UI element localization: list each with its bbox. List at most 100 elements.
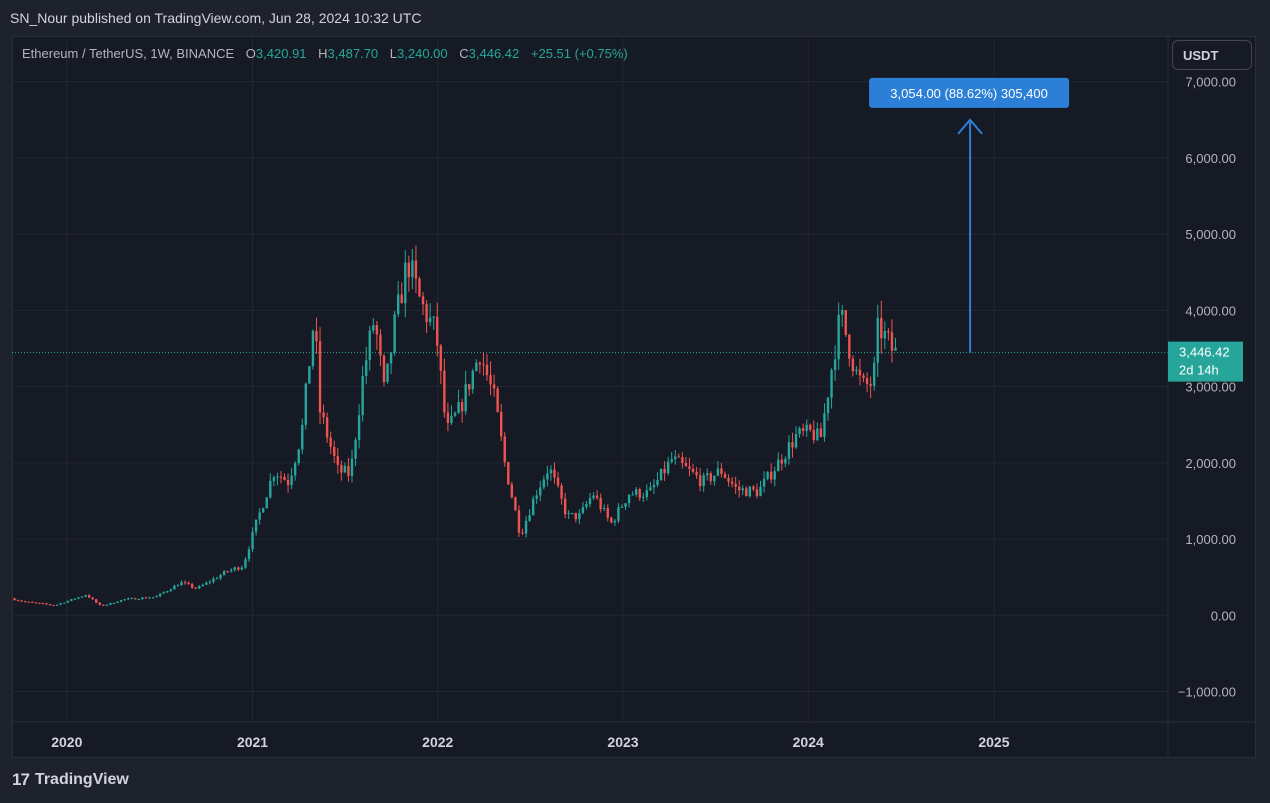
candle-body	[805, 424, 808, 431]
y-axis: 7,000.00 6,000.00 5,000.00 4,000.00 3,000.00…	[1167, 36, 1236, 758]
candle-body	[127, 598, 130, 600]
candle-body	[261, 508, 265, 513]
candle-body	[499, 411, 503, 437]
y-tick-label: −1,000.00	[1178, 685, 1236, 700]
candle-body	[240, 567, 244, 570]
y-tick-label: 3,000.00	[1185, 380, 1236, 395]
candle-body	[205, 582, 208, 585]
candle-body	[158, 593, 162, 597]
candle-body	[361, 376, 364, 416]
candle-body	[340, 464, 343, 473]
last-price-tag: 3,446.42 2d 14h	[1168, 341, 1243, 382]
candle-body	[293, 463, 297, 476]
candle-body	[372, 325, 375, 331]
candle-body	[425, 304, 428, 323]
candle-body	[112, 602, 116, 604]
candle-body	[631, 494, 634, 496]
candle-body	[198, 586, 201, 589]
candle-body	[34, 602, 38, 604]
tradingview-brand: TradingView	[34, 771, 129, 788]
candle-body	[443, 370, 446, 413]
candle-body	[55, 604, 59, 606]
candle-body	[382, 355, 386, 382]
candle-body	[752, 486, 755, 490]
measure-label-box	[869, 77, 1070, 108]
candles-layer	[13, 245, 897, 607]
candle-body	[823, 413, 826, 438]
candle-body	[581, 507, 585, 514]
y-tick-label: 1,000.00	[1185, 532, 1236, 547]
candle-body	[134, 598, 137, 600]
chart-grid	[12, 36, 1168, 722]
candle-body	[674, 456, 677, 460]
candle-body	[578, 513, 581, 520]
candle-body	[73, 598, 77, 600]
candle-body	[478, 362, 482, 365]
candle-body	[428, 317, 432, 323]
candle-body	[482, 364, 485, 366]
y-tick-label: 7,000.00	[1185, 75, 1236, 90]
candle-body	[254, 519, 258, 532]
candle-body	[659, 468, 663, 481]
candle-body	[16, 600, 20, 602]
candle-body	[237, 567, 240, 570]
candle-body	[226, 571, 229, 573]
candle-body	[13, 598, 16, 601]
symbol-name[interactable]: Ethereum / TetherUS, 1W, BINANCE	[22, 46, 235, 61]
candle-body	[848, 334, 851, 359]
candle-body	[528, 515, 531, 521]
candle-body	[123, 599, 126, 601]
candle-body	[645, 490, 649, 497]
low-label: L	[389, 46, 398, 61]
candle-body	[514, 497, 517, 511]
candle-body	[489, 375, 492, 385]
candle-body	[400, 294, 403, 304]
chart-pane[interactable]	[12, 36, 1256, 758]
candle-body	[553, 469, 556, 478]
candle-body	[354, 439, 357, 459]
last-price-value: 3,446.42	[1179, 345, 1230, 360]
candle-body	[357, 415, 361, 440]
candle-body	[855, 369, 858, 372]
currency-button[interactable]: USDT	[1172, 40, 1252, 70]
candle-body	[773, 471, 776, 480]
candle-body	[549, 469, 553, 474]
candle-body	[141, 597, 144, 600]
candle-body	[492, 384, 496, 389]
candle-body	[269, 480, 272, 498]
candle-body	[485, 364, 489, 376]
candle-body	[656, 480, 659, 485]
candle-body	[727, 477, 730, 482]
candle-body	[610, 517, 613, 523]
candle-body	[766, 471, 769, 479]
candle-body	[745, 488, 748, 497]
y-tick-label: 4,000.00	[1185, 303, 1236, 318]
candle-body	[27, 601, 30, 603]
candle-body	[666, 461, 670, 474]
candle-body	[816, 428, 819, 440]
candle-body	[887, 331, 890, 333]
tradingview-logo[interactable]: 17 TradingView	[12, 770, 129, 790]
candle-body	[84, 595, 87, 597]
candle-body	[311, 330, 315, 367]
change-value: +25.51 (+0.75%)	[530, 46, 628, 61]
candle-body	[52, 604, 55, 606]
candle-body	[841, 310, 844, 315]
candle-body	[517, 510, 521, 533]
candle-body	[137, 599, 141, 601]
candle-body	[624, 503, 627, 507]
candle-body	[365, 360, 368, 377]
candle-body	[318, 341, 322, 413]
candle-body	[649, 487, 652, 491]
candle-body	[588, 498, 592, 505]
candle-body	[709, 473, 712, 482]
candle-body	[595, 495, 599, 498]
candle-body	[183, 582, 187, 584]
close-value: 3,446.42	[468, 46, 520, 61]
candle-body	[276, 476, 279, 478]
candle-body	[38, 602, 41, 604]
candle-body	[343, 465, 347, 473]
candle-body	[190, 584, 194, 588]
candle-body	[809, 424, 812, 430]
